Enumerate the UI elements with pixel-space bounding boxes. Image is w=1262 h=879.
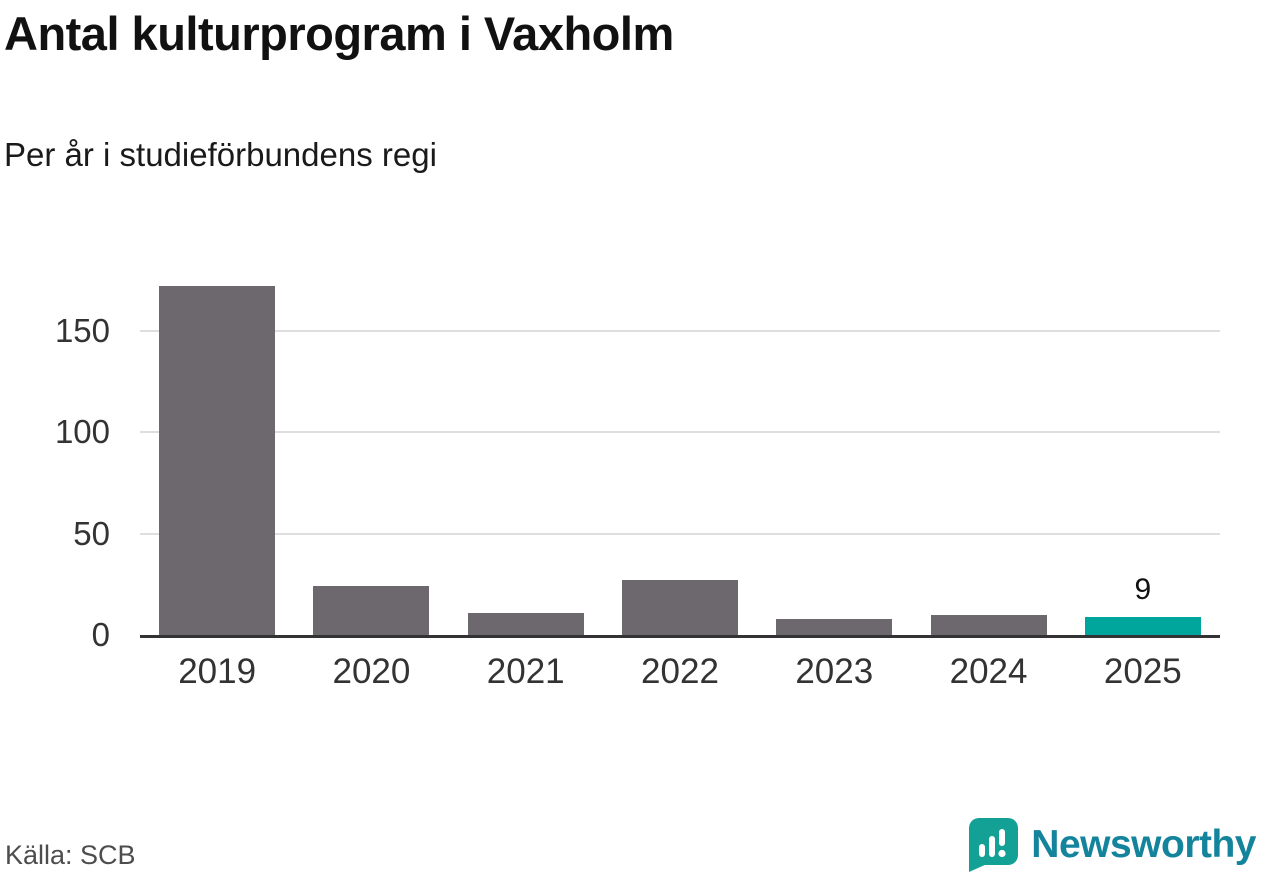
source-note: Källa: SCB — [5, 840, 136, 870]
gridline-50 — [140, 532, 1220, 535]
newsworthy-logo-icon — [963, 817, 1019, 873]
bar-2022 — [622, 580, 738, 635]
bar-value-label-2025: 9 — [1134, 572, 1152, 606]
bar-2025 — [1084, 616, 1201, 635]
x-tick-label-2021: 2021 — [486, 652, 565, 691]
gridline-100 — [140, 431, 1220, 434]
y-tick-label-0: 0 — [91, 616, 110, 653]
bar-2024 — [930, 614, 1047, 635]
plot-area: 9 — [140, 270, 1220, 638]
bar-2020 — [313, 586, 430, 635]
chart-subtitle: Per år i studieförbundens regi — [4, 136, 437, 173]
bar-2023 — [776, 618, 893, 635]
y-axis-tick-labels: 0 50 100 150 — [0, 270, 122, 652]
gridline-150 — [140, 329, 1220, 332]
chart-title: Antal kulturprogram i Vaxholm — [4, 7, 674, 60]
bar-2021 — [467, 612, 584, 635]
x-tick-label-2025: 2025 — [1103, 652, 1182, 691]
x-tick-label-2022: 2022 — [641, 652, 719, 691]
newsworthy-logo-text: Newsworthy — [1031, 823, 1256, 866]
x-tick-label-2020: 2020 — [332, 652, 411, 691]
x-tick-label-2019: 2019 — [178, 652, 257, 691]
y-tick-label-100: 100 — [54, 413, 110, 451]
y-tick-label-150: 150 — [54, 311, 110, 349]
x-axis-tick-labels: 2019 2020 2021 2022 2023 2024 2025 — [140, 652, 1220, 702]
y-tick-label-50: 50 — [73, 514, 110, 552]
bar-2019 — [159, 286, 276, 635]
logo-bubble-tail — [969, 851, 988, 872]
x-tick-label-2024: 2024 — [949, 652, 1028, 691]
x-tick-label-2023: 2023 — [795, 652, 874, 691]
newsworthy-logo: Newsworthy — [963, 817, 1256, 873]
